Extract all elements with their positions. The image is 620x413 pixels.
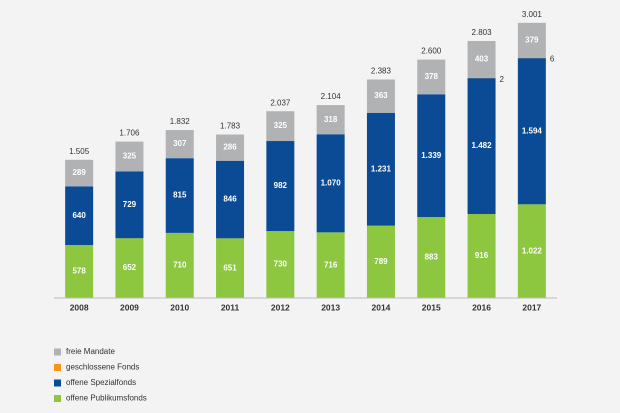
x-tick-label: 2015 bbox=[422, 302, 441, 312]
bar-segment bbox=[316, 232, 345, 298]
legend-swatch bbox=[54, 348, 61, 356]
data-label: 982 bbox=[274, 181, 288, 190]
bar-segment bbox=[417, 94, 446, 218]
bar-segment bbox=[266, 141, 295, 232]
bar-segment bbox=[517, 57, 546, 59]
bar-segment bbox=[216, 160, 245, 239]
total-label: 1.706 bbox=[119, 129, 140, 138]
total-label: 2.104 bbox=[321, 92, 342, 101]
bar-segment bbox=[165, 232, 194, 298]
x-tick-label: 2012 bbox=[271, 302, 290, 312]
data-label: 710 bbox=[173, 261, 187, 270]
data-label: 289 bbox=[72, 168, 86, 177]
x-tick-label: 2008 bbox=[70, 302, 89, 312]
bar-segment bbox=[517, 204, 546, 298]
data-label: 652 bbox=[123, 263, 137, 272]
legend-label: geschlossene Fonds bbox=[66, 363, 139, 372]
bar-segment bbox=[65, 186, 94, 246]
x-tick-label: 2009 bbox=[120, 302, 139, 312]
x-tick-label: 2013 bbox=[321, 302, 340, 312]
data-label: 730 bbox=[274, 260, 288, 269]
data-label: 378 bbox=[425, 72, 439, 81]
bar-segment bbox=[517, 22, 546, 58]
bar-segment bbox=[417, 217, 446, 298]
data-label: 318 bbox=[324, 115, 338, 124]
total-label: 2.600 bbox=[421, 47, 442, 56]
bar-segment bbox=[216, 238, 245, 298]
data-label: 729 bbox=[123, 200, 137, 209]
data-label: 1.339 bbox=[421, 151, 442, 160]
bar-segment bbox=[467, 214, 496, 298]
bar-segment bbox=[467, 40, 496, 78]
data-label: 1.482 bbox=[472, 141, 493, 150]
bar-segment bbox=[115, 238, 144, 298]
bar-segment bbox=[366, 79, 395, 113]
x-tick-label: 2014 bbox=[371, 302, 390, 312]
data-label: 379 bbox=[525, 35, 539, 44]
data-label: 307 bbox=[173, 139, 187, 148]
bar-segment bbox=[115, 171, 144, 239]
data-label: 916 bbox=[475, 251, 489, 260]
bar-segment bbox=[366, 112, 395, 226]
x-tick-label: 2016 bbox=[472, 302, 491, 312]
data-label: 363 bbox=[374, 91, 388, 100]
legend-label: offene Spezialfonds bbox=[66, 378, 136, 387]
data-label: 6 bbox=[550, 55, 555, 64]
total-label: 3.001 bbox=[522, 10, 543, 19]
total-label: 2.803 bbox=[472, 28, 493, 37]
data-label: 2 bbox=[500, 75, 505, 84]
bar-segment bbox=[417, 59, 446, 95]
data-label: 883 bbox=[425, 253, 439, 262]
bar-segment bbox=[216, 134, 245, 161]
data-label: 640 bbox=[72, 211, 86, 220]
bar-segment bbox=[316, 134, 345, 233]
bar-segment bbox=[266, 231, 295, 298]
legend-label: freie Mandate bbox=[66, 347, 115, 356]
bar-segment bbox=[165, 158, 194, 233]
data-label: 286 bbox=[223, 143, 237, 152]
data-label: 1.022 bbox=[522, 246, 543, 255]
data-label: 846 bbox=[223, 195, 237, 204]
x-tick-label: 2011 bbox=[221, 302, 240, 312]
bar-segment bbox=[366, 225, 395, 298]
data-label: 815 bbox=[173, 191, 187, 200]
x-tick-label: 2017 bbox=[522, 302, 541, 312]
bar-segment bbox=[165, 130, 194, 159]
data-label: 578 bbox=[72, 267, 86, 276]
legend-label: offene Publikumsfonds bbox=[66, 394, 147, 403]
data-label: 716 bbox=[324, 260, 338, 269]
data-label: 651 bbox=[223, 263, 237, 272]
data-label: 325 bbox=[274, 121, 288, 130]
bar-segment bbox=[467, 78, 496, 215]
data-label: 325 bbox=[123, 152, 137, 161]
data-label: 1.231 bbox=[371, 164, 392, 173]
bar-segment bbox=[316, 105, 345, 135]
data-label: 1.594 bbox=[522, 126, 543, 135]
total-label: 1.832 bbox=[170, 117, 191, 126]
x-tick-label: 2010 bbox=[170, 302, 189, 312]
total-label: 2.037 bbox=[270, 98, 291, 107]
bar-segment bbox=[65, 245, 94, 298]
total-label: 1.505 bbox=[69, 147, 90, 156]
legend-swatch bbox=[54, 364, 61, 371]
data-label: 789 bbox=[374, 257, 388, 266]
bar-segment bbox=[115, 141, 144, 172]
bar-segment bbox=[65, 159, 94, 187]
data-label: 403 bbox=[475, 55, 489, 64]
total-label: 2.383 bbox=[371, 67, 392, 76]
data-label: 1.070 bbox=[321, 178, 342, 187]
legend-swatch bbox=[54, 379, 61, 387]
legend-swatch bbox=[54, 395, 61, 402]
total-label: 1.783 bbox=[220, 122, 241, 131]
bar-segment bbox=[517, 58, 546, 205]
bar-segment bbox=[266, 111, 295, 142]
